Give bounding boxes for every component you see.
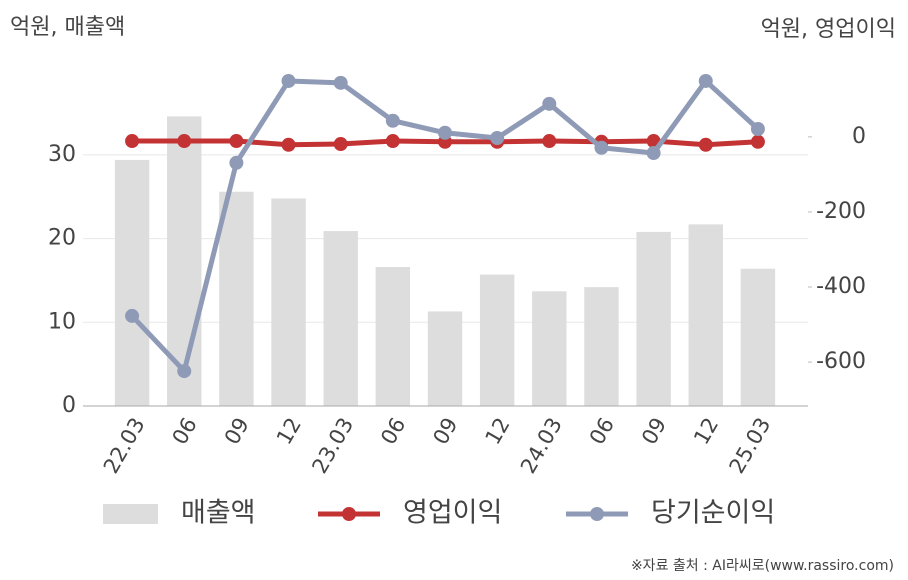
x-tick-label: 12 (689, 414, 723, 449)
y-tick-label: 30 (48, 142, 76, 167)
x-tick-label: 23.03 (307, 414, 358, 478)
point (229, 134, 244, 149)
point (177, 364, 192, 379)
legend-marker (590, 507, 604, 521)
point (750, 122, 765, 137)
point (594, 140, 609, 155)
bar (271, 198, 306, 406)
y2-tick-label: 0 (852, 124, 866, 149)
x-tick-label: 09 (637, 414, 671, 449)
point (125, 308, 140, 323)
bar (219, 191, 254, 406)
bar (584, 287, 619, 406)
x-tick-label: 22.03 (99, 414, 150, 478)
point (438, 125, 452, 140)
y-tick-label: 10 (48, 309, 76, 334)
bar (479, 274, 515, 406)
x-tick-label: 12 (481, 413, 515, 448)
x-tick-label: 06 (376, 414, 410, 449)
bar (532, 291, 567, 406)
y2-tick-label: -600 (816, 349, 866, 374)
point (125, 134, 140, 149)
y-axis-label: 억원, 매출액 (10, 15, 125, 40)
source: ※자료 출처 : AI라씨로(www.rassiro.com) (631, 558, 894, 574)
point (333, 75, 348, 90)
bar (114, 159, 150, 406)
point (698, 73, 713, 88)
point (490, 131, 505, 146)
point (385, 134, 400, 149)
y-tick-label: 0 (62, 393, 76, 418)
bar (375, 267, 411, 406)
point (229, 155, 244, 170)
bar (636, 231, 671, 406)
point (542, 96, 557, 111)
point (646, 146, 661, 161)
point (542, 134, 557, 149)
point (281, 137, 296, 152)
legend-label: 영업이익 (403, 498, 502, 529)
x-tick-label: 25.03 (725, 414, 776, 478)
point (750, 134, 765, 149)
bar (740, 268, 776, 406)
y2-axis-label: 억원, 영업이익 (761, 17, 896, 42)
x-tick-label: 09 (220, 414, 254, 449)
x-tick-label: 12 (272, 414, 306, 449)
bar (688, 224, 723, 406)
y2-tick-label: -400 (816, 274, 866, 299)
bar (323, 231, 358, 406)
legend-swatch (103, 504, 158, 524)
legend-marker (342, 507, 356, 521)
point (177, 134, 192, 149)
x-tick-label: 06 (168, 414, 202, 449)
point (333, 137, 348, 152)
x-tick-label: 24.03 (516, 414, 567, 478)
legend-label: 매출액 (181, 498, 256, 529)
bar (427, 311, 463, 406)
x-tick-label: 09 (428, 414, 462, 449)
point (698, 137, 713, 152)
point (281, 73, 296, 88)
x-tick-label: 06 (585, 414, 619, 449)
legend-label: 당기순이익 (651, 498, 775, 529)
y2-tick-label: -200 (816, 199, 866, 224)
y-tick-label: 20 (48, 226, 76, 251)
point (385, 113, 400, 128)
